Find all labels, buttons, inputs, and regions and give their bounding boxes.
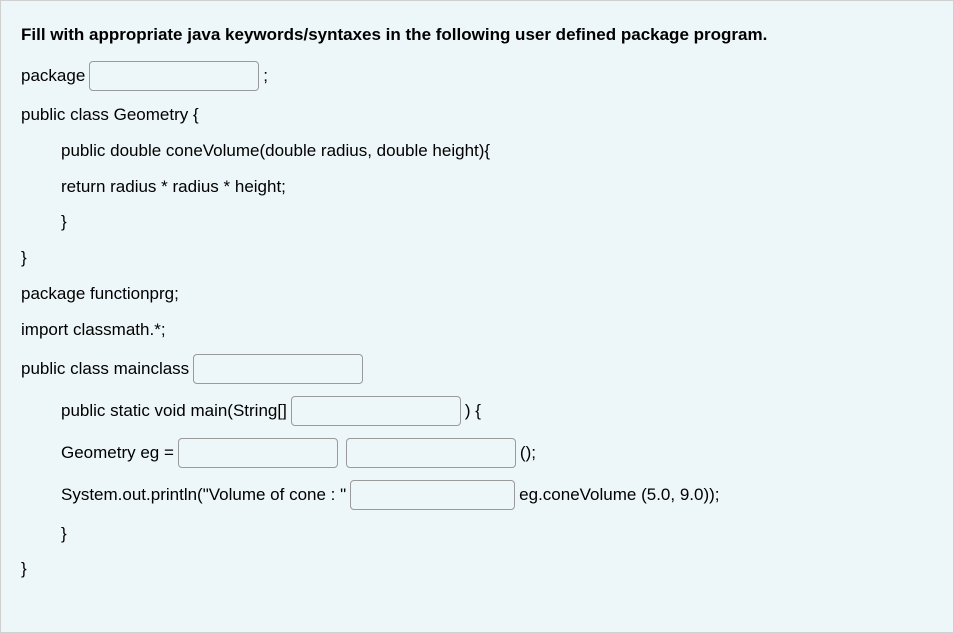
blank-constructor[interactable] — [346, 438, 516, 468]
question-container: Fill with appropriate java keywords/synt… — [0, 0, 954, 633]
text-return: return radius * radius * height; — [61, 175, 286, 199]
code-line-5: } — [21, 210, 933, 234]
code-line-7: package functionprg; — [21, 282, 933, 306]
code-line-4: return radius * radius * height; — [21, 175, 933, 199]
text-geometry-eg: Geometry eg = — [61, 441, 174, 465]
text-close-brace-2: } — [21, 246, 27, 270]
blank-concat[interactable] — [350, 480, 515, 510]
text-sysout: System.out.println("Volume of cone : " — [61, 483, 346, 507]
text-class-geometry: public class Geometry { — [21, 103, 199, 127]
code-line-6: } — [21, 246, 933, 270]
text-mainclass: public class mainclass — [21, 357, 189, 381]
text-close-brace-3: } — [61, 522, 67, 546]
code-line-13: } — [21, 522, 933, 546]
text-close-brace-1: } — [61, 210, 67, 234]
code-line-1: package ; — [21, 61, 933, 91]
text-close-brace-4: } — [21, 557, 27, 581]
blank-new[interactable] — [178, 438, 338, 468]
code-line-2: public class Geometry { — [21, 103, 933, 127]
blank-mainclass-open[interactable] — [193, 354, 363, 384]
text-import: import classmath.*; — [21, 318, 166, 342]
text-package-functionprg: package functionprg; — [21, 282, 179, 306]
question-title: Fill with appropriate java keywords/synt… — [21, 25, 933, 45]
text-package: package — [21, 64, 85, 88]
text-conevolume-call: eg.coneVolume (5.0, 9.0)); — [519, 483, 719, 507]
text-main-sig: public static void main(String[] — [61, 399, 287, 423]
text-conevolume-method: public double coneVolume(double radius, … — [61, 139, 490, 163]
blank-main-args[interactable] — [291, 396, 461, 426]
code-line-11: Geometry eg = (); — [21, 438, 933, 468]
text-semicolon: ; — [263, 64, 268, 88]
text-parens-semi: (); — [520, 441, 536, 465]
code-line-12: System.out.println("Volume of cone : " e… — [21, 480, 933, 510]
code-line-8: import classmath.*; — [21, 318, 933, 342]
text-main-close: ) { — [465, 399, 481, 423]
code-line-9: public class mainclass — [21, 354, 933, 384]
code-line-10: public static void main(String[] ) { — [21, 396, 933, 426]
code-line-14: } — [21, 557, 933, 581]
blank-package-name[interactable] — [89, 61, 259, 91]
code-line-3: public double coneVolume(double radius, … — [21, 139, 933, 163]
